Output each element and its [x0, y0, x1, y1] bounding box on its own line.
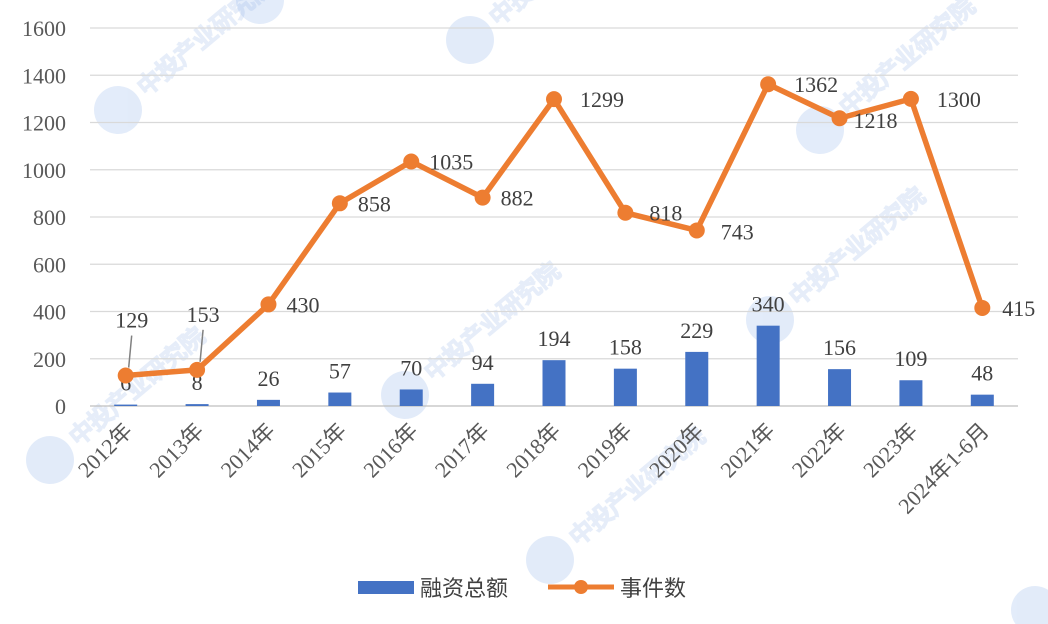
- x-axis-ticks: 2012年 2013年 2014年 2015年 2016年 2017年 2018年 2019年…: [73, 418, 994, 519]
- x-tick-label: 2017年: [430, 418, 494, 482]
- watermark-text: 中投产业研究院: [784, 182, 931, 311]
- line-labels: 129 153 430 858 1035 882 1299 818 743 1362 1218 130…: [115, 72, 1035, 368]
- line-value-label: 430: [286, 292, 319, 317]
- x-tick-label: 2022年: [787, 418, 851, 482]
- line-marker-6: [546, 91, 562, 108]
- bar-value-label: 70: [400, 355, 422, 380]
- bar-value-label: 109: [894, 346, 927, 371]
- bar-12: [970, 394, 994, 406]
- line-value-label: 1299: [580, 87, 624, 112]
- bar-value-label: 48: [971, 361, 993, 386]
- line-value-label: 858: [358, 191, 391, 216]
- legend: 融资总额 事件数: [358, 577, 686, 602]
- bar-8: [685, 351, 709, 406]
- x-tick-label: 2019年: [573, 418, 637, 482]
- x-tick-label: 2014年: [216, 418, 280, 482]
- bar-4: [399, 389, 423, 406]
- legend-line-label: 事件数: [620, 577, 686, 602]
- y-axis-ticks: 0 200 400 600 800 1000 1200 1400 1600: [22, 16, 66, 419]
- watermark-logo: [236, 0, 284, 24]
- watermark-logo: [1011, 586, 1048, 624]
- bar-3: [328, 392, 352, 406]
- x-tick-label: 2016年: [358, 418, 422, 482]
- bar-value-label: 229: [680, 318, 713, 343]
- line-value-label: 818: [649, 201, 682, 226]
- watermark-logo: [26, 436, 74, 484]
- watermark-text: 中投产业研究院: [484, 0, 631, 31]
- bar-10: [828, 369, 852, 406]
- y-tick-label: 0: [55, 394, 66, 419]
- bar-6: [542, 360, 566, 406]
- x-tick-label: 2021年: [715, 418, 779, 482]
- line-marker-3: [331, 195, 348, 212]
- bar-value-label: 194: [538, 326, 571, 351]
- line-marker-11: [902, 90, 919, 107]
- y-tick-label: 600: [33, 252, 66, 277]
- legend-bar-swatch: [358, 581, 414, 594]
- line-value-label: 415: [1002, 296, 1035, 321]
- line-value-label: 129: [115, 308, 148, 333]
- x-tick-label: 2023年: [858, 418, 922, 482]
- line-marker-2: [260, 296, 277, 313]
- line-marker-1: [189, 361, 206, 378]
- line-marker-5: [474, 189, 491, 206]
- x-tick-label: 2015年: [287, 418, 351, 482]
- y-tick-label: 1600: [22, 16, 66, 41]
- y-tick-label: 200: [33, 347, 66, 372]
- bar-9: [756, 325, 780, 406]
- bar-series: [114, 325, 994, 406]
- line-marker-4: [403, 153, 420, 170]
- bar-0: [114, 404, 138, 406]
- y-tick-label: 1200: [22, 111, 66, 136]
- leader-line: [199, 329, 204, 362]
- watermark-1: 中投产业研究院: [446, 0, 631, 64]
- bar-value-label: 8: [192, 370, 203, 395]
- y-tick-label: 1000: [22, 158, 66, 183]
- watermark-logo: [526, 536, 574, 584]
- line-value-label: 743: [721, 219, 754, 244]
- bar-7: [613, 368, 637, 406]
- watermark-3: 中投产业研究院: [26, 321, 211, 484]
- line-marker-9: [760, 76, 777, 93]
- line-marker-8: [688, 222, 705, 239]
- line-value-label: 153: [187, 302, 220, 327]
- gridlines: [90, 27, 1018, 407]
- y-tick-label: 800: [33, 205, 66, 230]
- x-tick-label: 2013年: [144, 418, 208, 482]
- bar-value-label: 26: [257, 366, 279, 391]
- watermark-8: 中投产业研究院: [236, 0, 284, 24]
- line-value-label: 1362: [794, 72, 838, 97]
- bar-value-label: 156: [823, 335, 856, 360]
- legend-line-marker: [574, 580, 588, 594]
- bar-1: [185, 404, 209, 406]
- bar-value-label: 57: [329, 359, 351, 384]
- line-marker-7: [617, 204, 634, 221]
- leader-line: [127, 335, 133, 368]
- line-value-label: 1300: [937, 87, 981, 112]
- bar-2: [256, 399, 280, 406]
- line-value-label: 882: [501, 186, 534, 211]
- bar-value-label: 340: [752, 292, 785, 317]
- bar-5: [471, 383, 495, 406]
- line-marker-10: [831, 110, 848, 127]
- y-tick-label: 400: [33, 300, 66, 325]
- line-marker-0: [117, 367, 134, 384]
- line-value-label: 1218: [854, 108, 898, 133]
- line-marker-12: [974, 299, 991, 316]
- bar-value-label: 158: [609, 335, 642, 360]
- bar-value-label: 94: [472, 350, 494, 375]
- line-series: [117, 76, 991, 384]
- line-value-label: 1035: [429, 149, 473, 174]
- y-tick-label: 1400: [22, 63, 66, 88]
- bar-11: [899, 380, 923, 406]
- watermark-7: 中投产业研究院: [1011, 586, 1048, 624]
- legend-bar-label: 融资总额: [420, 577, 508, 602]
- x-tick-label: 2018年: [501, 418, 565, 482]
